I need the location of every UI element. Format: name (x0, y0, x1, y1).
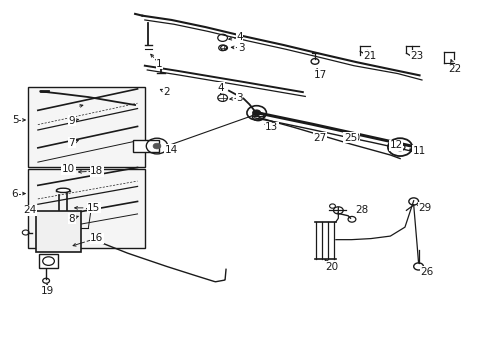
Text: 20: 20 (325, 262, 338, 272)
Bar (28, 169, 144, 248)
Text: 16: 16 (90, 233, 103, 243)
Text: 5: 5 (12, 115, 18, 125)
Bar (132, 140, 159, 153)
Text: 10: 10 (62, 164, 75, 174)
Text: 2: 2 (163, 87, 170, 98)
Text: 7: 7 (68, 138, 75, 148)
Text: 24: 24 (23, 205, 36, 215)
Text: 20: 20 (346, 133, 359, 143)
Text: 9: 9 (68, 116, 75, 126)
Bar (28, 87, 144, 167)
Text: 29: 29 (418, 203, 431, 213)
Text: 17: 17 (314, 69, 327, 80)
Text: 28: 28 (355, 205, 368, 215)
Text: 3: 3 (236, 93, 243, 103)
Text: 13: 13 (264, 122, 278, 132)
Circle shape (252, 110, 260, 116)
Text: 12: 12 (389, 140, 402, 150)
Bar (39, 254, 58, 268)
Text: 26: 26 (420, 267, 433, 277)
Text: 8: 8 (68, 213, 75, 224)
Text: 22: 22 (447, 64, 460, 74)
Text: 15: 15 (87, 203, 100, 213)
Text: 27: 27 (313, 133, 326, 143)
Text: 21: 21 (363, 51, 376, 61)
Text: 18: 18 (90, 166, 103, 176)
Text: 1: 1 (156, 59, 163, 69)
Text: 4: 4 (217, 83, 224, 93)
Text: 19: 19 (41, 286, 54, 296)
Text: 3: 3 (237, 43, 244, 53)
Bar (36, 211, 81, 252)
Text: 14: 14 (164, 145, 178, 155)
Text: 11: 11 (412, 146, 426, 156)
Text: 4: 4 (236, 32, 243, 42)
Text: 23: 23 (409, 51, 423, 61)
Text: 6: 6 (12, 189, 18, 199)
Circle shape (153, 143, 161, 149)
Ellipse shape (56, 188, 70, 193)
Text: 25: 25 (343, 133, 356, 143)
